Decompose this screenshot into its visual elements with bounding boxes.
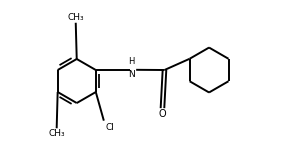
Text: O: O: [159, 109, 166, 119]
Text: CH₃: CH₃: [48, 129, 65, 138]
Text: H: H: [128, 57, 134, 66]
Text: N: N: [128, 69, 135, 79]
Text: Cl: Cl: [106, 123, 115, 132]
Text: CH₃: CH₃: [67, 13, 84, 22]
